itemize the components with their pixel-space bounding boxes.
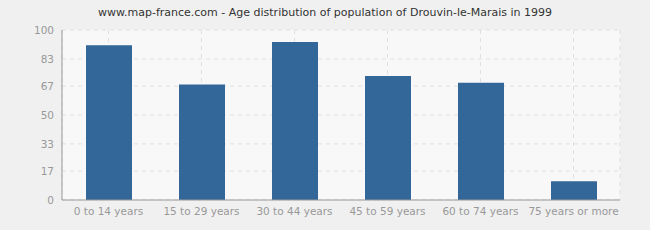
svg-text:30 to 44 years: 30 to 44 years	[256, 205, 332, 217]
svg-text:67: 67	[41, 80, 54, 92]
svg-text:60 to 74 years: 60 to 74 years	[442, 205, 518, 217]
html-text:www.map-france.com - Age distr: www.map-france.com - Age distribution of…	[98, 6, 552, 19]
svg-text:33: 33	[41, 138, 54, 150]
svg-text:50: 50	[41, 109, 54, 121]
svg-text:15 to 29 years: 15 to 29 years	[163, 205, 239, 217]
svg-text:0 to 14 years: 0 to 14 years	[74, 205, 144, 217]
svg-text:100: 100	[34, 24, 54, 36]
svg-text:75 years or more: 75 years or more	[528, 205, 618, 217]
svg-text:45 to 59 years: 45 to 59 years	[349, 205, 425, 217]
svg-text:83: 83	[41, 53, 54, 65]
svg-text:0: 0	[47, 194, 54, 206]
svg-text:17: 17	[41, 165, 54, 177]
